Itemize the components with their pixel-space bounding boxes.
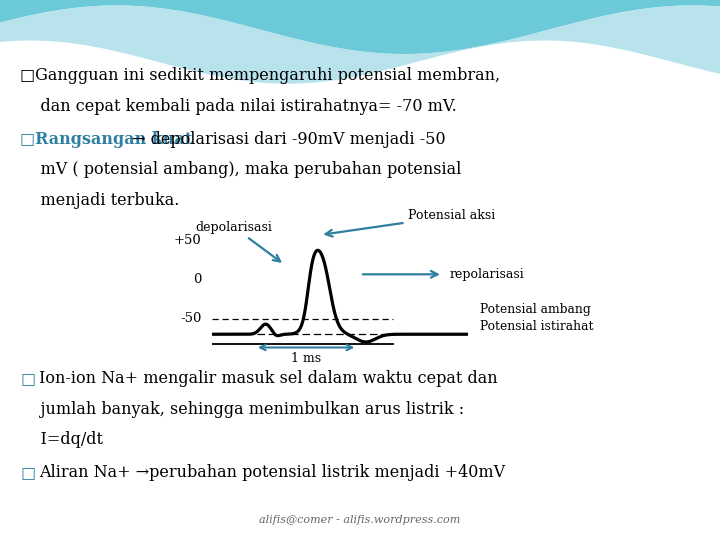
Text: +50: +50 bbox=[174, 234, 202, 247]
Text: mV ( potensial ambang), maka perubahan potensial: mV ( potensial ambang), maka perubahan p… bbox=[20, 161, 462, 178]
Text: -50: -50 bbox=[181, 312, 202, 325]
Text: Potensial istirahat: Potensial istirahat bbox=[480, 320, 593, 333]
Text: dan cepat kembali pada nilai istirahatnya= -70 mV.: dan cepat kembali pada nilai istirahatny… bbox=[20, 98, 457, 115]
Text: menjadi terbuka.: menjadi terbuka. bbox=[20, 192, 179, 209]
Text: alifis@comer - alifis.wordpress.com: alifis@comer - alifis.wordpress.com bbox=[259, 515, 461, 525]
Text: Potensial ambang: Potensial ambang bbox=[480, 303, 590, 316]
Text: Aliran Na+ →perubahan potensial listrik menjadi +40mV: Aliran Na+ →perubahan potensial listrik … bbox=[39, 464, 505, 481]
Text: Potensial aksi: Potensial aksi bbox=[325, 210, 495, 237]
Text: depolarisasi: depolarisasi bbox=[196, 221, 280, 261]
Text: □: □ bbox=[20, 370, 35, 387]
Text: □: □ bbox=[20, 464, 35, 481]
Text: □Gangguan ini sedikit mempengaruhi potensial membran,: □Gangguan ini sedikit mempengaruhi poten… bbox=[20, 68, 500, 84]
Text: I=dq/dt: I=dq/dt bbox=[20, 431, 103, 448]
Polygon shape bbox=[0, 5, 720, 84]
Text: repolarisasi: repolarisasi bbox=[450, 268, 525, 281]
Text: 0: 0 bbox=[194, 273, 202, 286]
Text: □Rangsangan kuat: □Rangsangan kuat bbox=[20, 131, 192, 147]
Text: Ion-ion Na+ mengalir masuk sel dalam waktu cepat dan: Ion-ion Na+ mengalir masuk sel dalam wak… bbox=[39, 370, 498, 387]
Text: 1 ms: 1 ms bbox=[291, 352, 321, 365]
Polygon shape bbox=[0, 0, 720, 54]
Text: → depolarisasi dari -90mV menjadi -50: → depolarisasi dari -90mV menjadi -50 bbox=[127, 131, 446, 147]
Text: jumlah banyak, sehingga menimbulkan arus listrik :: jumlah banyak, sehingga menimbulkan arus… bbox=[20, 401, 464, 417]
